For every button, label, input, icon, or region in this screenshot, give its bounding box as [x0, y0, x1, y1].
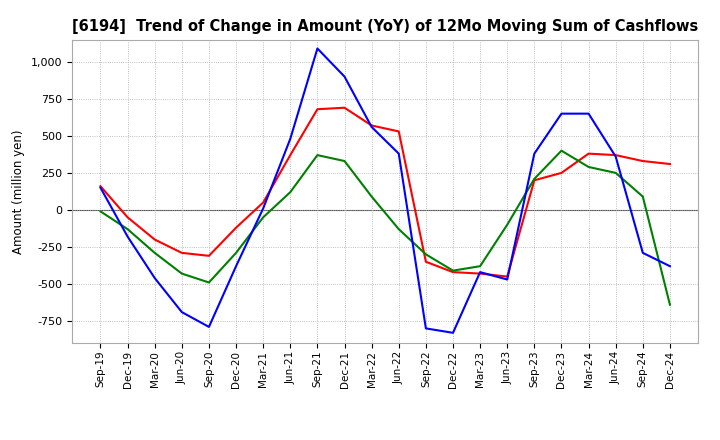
Operating Cashflow — [123, 215, 132, 220]
Free Cashflow — [150, 275, 159, 281]
Investing Cashflow — [639, 194, 647, 199]
Title: [6194]  Trend of Change in Amount (YoY) of 12Mo Moving Sum of Cashflows: [6194] Trend of Change in Amount (YoY) o… — [72, 19, 698, 34]
Investing Cashflow — [204, 280, 213, 285]
Operating Cashflow — [611, 153, 620, 158]
Free Cashflow — [530, 151, 539, 156]
Free Cashflow — [286, 136, 294, 142]
Line: Operating Cashflow: Operating Cashflow — [101, 108, 670, 277]
Y-axis label: Amount (million yen): Amount (million yen) — [12, 129, 25, 253]
Operating Cashflow — [259, 200, 268, 205]
Operating Cashflow — [503, 274, 511, 279]
Operating Cashflow — [530, 178, 539, 183]
Free Cashflow — [557, 111, 566, 116]
Free Cashflow — [367, 125, 376, 130]
Free Cashflow — [204, 324, 213, 330]
Investing Cashflow — [530, 176, 539, 181]
Free Cashflow — [503, 277, 511, 282]
Operating Cashflow — [639, 158, 647, 164]
Investing Cashflow — [665, 302, 674, 307]
Line: Free Cashflow: Free Cashflow — [101, 48, 670, 333]
Investing Cashflow — [232, 250, 240, 256]
Investing Cashflow — [259, 215, 268, 220]
Free Cashflow — [123, 234, 132, 239]
Free Cashflow — [341, 74, 349, 79]
Operating Cashflow — [96, 183, 105, 189]
Free Cashflow — [421, 326, 430, 331]
Investing Cashflow — [557, 148, 566, 153]
Investing Cashflow — [150, 250, 159, 256]
Free Cashflow — [96, 185, 105, 191]
Operating Cashflow — [286, 153, 294, 158]
Free Cashflow — [313, 46, 322, 51]
Free Cashflow — [178, 309, 186, 315]
Operating Cashflow — [665, 161, 674, 167]
Free Cashflow — [259, 206, 268, 211]
Free Cashflow — [449, 330, 457, 335]
Investing Cashflow — [286, 190, 294, 195]
Operating Cashflow — [232, 225, 240, 230]
Operating Cashflow — [367, 123, 376, 128]
Operating Cashflow — [341, 105, 349, 110]
Operating Cashflow — [449, 269, 457, 275]
Operating Cashflow — [150, 237, 159, 242]
Investing Cashflow — [178, 271, 186, 276]
Free Cashflow — [395, 151, 403, 156]
Operating Cashflow — [395, 129, 403, 134]
Investing Cashflow — [611, 170, 620, 176]
Investing Cashflow — [313, 153, 322, 158]
Free Cashflow — [639, 250, 647, 256]
Operating Cashflow — [421, 259, 430, 264]
Investing Cashflow — [341, 158, 349, 164]
Operating Cashflow — [204, 253, 213, 258]
Investing Cashflow — [96, 209, 105, 214]
Free Cashflow — [476, 269, 485, 275]
Free Cashflow — [665, 264, 674, 269]
Investing Cashflow — [123, 227, 132, 232]
Investing Cashflow — [421, 252, 430, 257]
Operating Cashflow — [584, 151, 593, 156]
Free Cashflow — [232, 264, 240, 269]
Operating Cashflow — [178, 250, 186, 256]
Investing Cashflow — [449, 268, 457, 273]
Line: Investing Cashflow: Investing Cashflow — [101, 150, 670, 304]
Free Cashflow — [584, 111, 593, 116]
Investing Cashflow — [503, 222, 511, 227]
Investing Cashflow — [395, 227, 403, 232]
Investing Cashflow — [584, 164, 593, 169]
Operating Cashflow — [557, 170, 566, 176]
Free Cashflow — [611, 154, 620, 159]
Operating Cashflow — [313, 106, 322, 112]
Investing Cashflow — [476, 264, 485, 269]
Investing Cashflow — [367, 194, 376, 199]
Operating Cashflow — [476, 271, 485, 276]
